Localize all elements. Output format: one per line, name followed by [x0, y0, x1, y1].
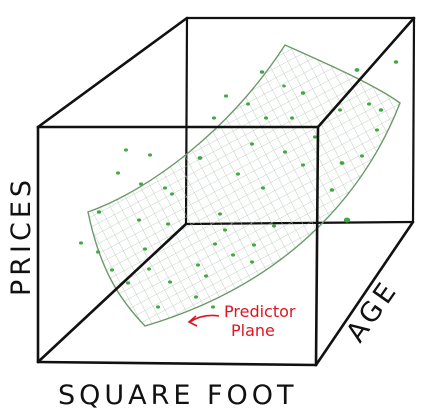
data-point: [212, 116, 216, 120]
data-point: [264, 116, 268, 120]
data-point: [223, 228, 227, 232]
data-point: [166, 222, 170, 226]
data-point: [236, 172, 240, 176]
data-point: [301, 163, 305, 167]
connector-bottom-right: [314, 220, 415, 367]
front-right-edge: [314, 125, 320, 367]
data-point: [218, 212, 222, 216]
data-point: [194, 295, 198, 299]
data-point: [329, 188, 335, 192]
data-point: [290, 116, 294, 120]
data-point: [250, 260, 254, 264]
data-point: [272, 224, 276, 228]
data-point: [204, 274, 208, 278]
data-point: [110, 268, 114, 272]
data-point: [250, 142, 254, 146]
data-point: [354, 68, 360, 72]
data-point: [282, 84, 286, 88]
annotation-line2: Plane: [231, 321, 275, 340]
data-point: [259, 70, 265, 74]
data-point: [378, 108, 384, 112]
data-point: [213, 242, 217, 246]
annotation-line1: Predictor: [224, 302, 296, 321]
data-point: [211, 305, 215, 309]
data-points: [79, 60, 399, 309]
box-front-edges: [36, 16, 416, 367]
data-point: [283, 150, 287, 154]
data-point: [126, 281, 130, 285]
connector-top-left: [36, 16, 189, 129]
connector-top-right: [316, 16, 416, 129]
front-bottom-edge: [36, 360, 318, 367]
data-point: [367, 102, 371, 106]
data-point: [196, 263, 200, 267]
data-point: [96, 210, 102, 214]
data-point: [313, 135, 317, 139]
annotation-arrow: [189, 314, 220, 323]
z-axis-label: AGE: [340, 275, 404, 348]
data-point: [231, 253, 235, 257]
x-axis-label: SQUARE FOOT: [58, 380, 298, 411]
y-axis-label: PRICES: [6, 176, 37, 296]
data-point: [143, 247, 147, 251]
annotation-arrowhead: [187, 315, 198, 327]
data-point: [147, 267, 151, 271]
data-point: [124, 148, 128, 152]
data-point: [261, 186, 265, 190]
data-point: [79, 241, 83, 245]
data-point: [360, 154, 364, 158]
data-point: [338, 108, 342, 112]
data-point: [252, 243, 256, 247]
data-point: [343, 217, 351, 223]
data-point: [139, 182, 143, 186]
data-point: [224, 94, 228, 98]
data-point: [116, 171, 120, 175]
predictor-plane: [87, 44, 401, 327]
data-point: [393, 60, 399, 64]
back-right-edge: [411, 16, 416, 224]
data-point: [170, 192, 174, 196]
data-point: [163, 186, 167, 190]
connector-bottom-left: [36, 222, 188, 364]
data-point: [168, 280, 172, 284]
data-point: [339, 161, 345, 165]
data-point: [137, 218, 141, 222]
data-point: [375, 128, 379, 132]
data-point: [148, 153, 152, 157]
data-point: [300, 91, 306, 95]
data-point: [246, 102, 250, 106]
data-point: [156, 305, 160, 309]
data-point: [197, 156, 203, 160]
data-point: [96, 250, 100, 254]
